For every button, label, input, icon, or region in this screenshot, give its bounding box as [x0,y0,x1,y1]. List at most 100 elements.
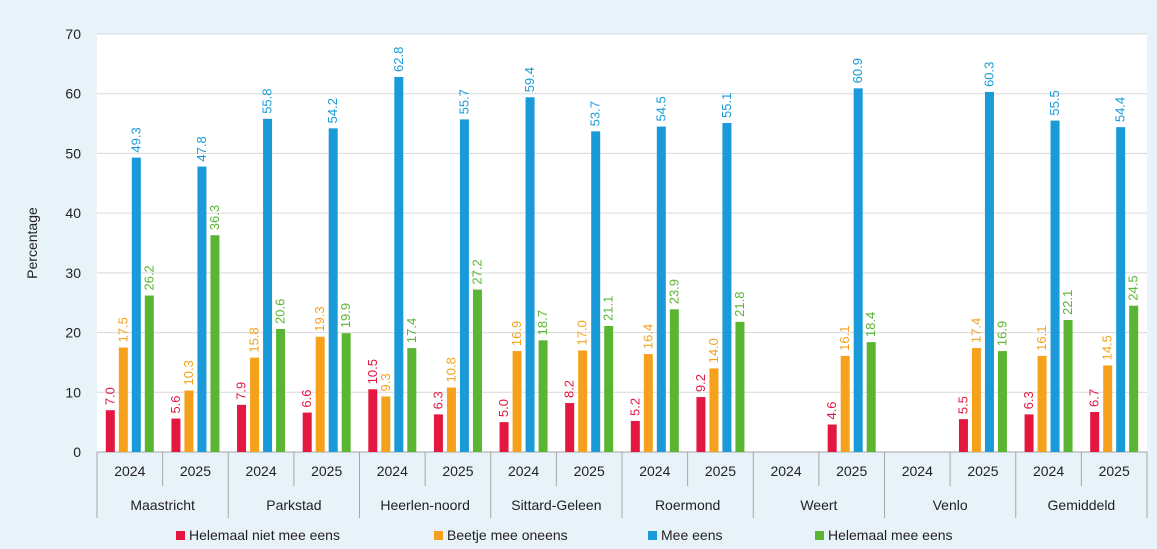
bar [1090,411,1100,452]
bar [118,347,128,452]
data-label: 19.3 [312,306,327,331]
data-label: 5.6 [168,395,183,413]
bar [984,91,994,453]
x-tick-label-year: 2025 [967,463,998,479]
y-tick-label: 0 [73,444,81,460]
data-label: 7.9 [234,382,249,400]
bar [407,348,417,452]
data-label: 59.4 [522,67,537,92]
data-label: 17.4 [968,318,983,343]
bar [394,76,404,452]
data-label: 18.4 [863,312,878,337]
bar [184,390,194,452]
data-label: 16.9 [994,321,1009,346]
bar [433,414,443,452]
x-tick-label-year: 2024 [1033,463,1064,479]
x-tick-label-year: 2024 [639,463,670,479]
data-label: 10.5 [365,359,380,384]
x-tick-label-year: 2024 [508,463,539,479]
data-label: 18.7 [535,310,550,335]
data-label: 9.3 [378,373,393,391]
bar [131,157,141,452]
bar [722,122,732,452]
data-label: 16.1 [1034,326,1049,351]
x-tick-label-group: Venlo [933,497,968,513]
y-tick-label: 50 [65,145,81,161]
x-tick-label-group: Sittard-Geleen [511,497,601,513]
data-label: 4.6 [824,401,839,419]
bar [499,422,509,452]
data-label: 53.7 [588,101,603,126]
x-tick-label-group: Heerlen-noord [380,497,470,513]
y-tick-label: 20 [65,325,81,341]
bar [302,412,312,452]
data-label: 16.1 [837,326,852,351]
data-label: 19.9 [338,303,353,328]
data-label: 8.2 [562,380,577,398]
x-tick-label-group: Parkstad [266,497,321,513]
bar [565,403,575,452]
data-label: 6.3 [430,391,445,409]
bar [1063,320,1073,452]
y-tick-label: 30 [65,265,81,281]
bar [237,404,247,452]
data-label: 17.0 [575,320,590,345]
bar [315,336,325,452]
data-label: 14.5 [1100,335,1115,360]
legend-entry: Helemaal mee eens [828,527,953,543]
data-label: 24.5 [1126,275,1141,300]
bar [459,119,469,453]
data-label: 60.9 [850,58,865,83]
data-label: 21.1 [601,296,616,321]
bar [472,289,482,452]
bar [197,166,207,452]
bar [538,340,548,452]
data-label: 21.8 [732,292,747,317]
data-label: 62.8 [391,47,406,72]
bar [827,424,837,452]
x-tick-label-group: Roermond [655,497,720,513]
legend-swatch [176,531,185,540]
bar [1037,355,1047,452]
x-tick-label-year: 2024 [245,463,276,479]
bar [643,354,653,452]
data-label: 20.6 [273,299,288,324]
data-label: 16.9 [509,321,524,346]
bar [604,326,614,452]
legend-swatch [815,531,824,540]
bar [578,350,588,452]
y-axis-title: Percentage [24,207,40,279]
data-label: 36.3 [207,205,222,230]
bar [696,397,706,452]
bar [341,333,351,452]
bar [853,88,863,452]
data-label: 55.1 [719,93,734,118]
x-tick-label-year: 2025 [442,463,473,479]
legend-entry: Mee eens [661,527,722,543]
bar [263,118,273,453]
y-tick-label: 40 [65,205,81,221]
data-label: 7.0 [102,387,117,405]
bar [1103,365,1113,452]
data-label: 10.3 [181,360,196,385]
data-label: 5.5 [955,396,970,414]
bar [381,396,391,452]
data-label: 60.3 [981,62,996,87]
bar [630,420,640,452]
legend-entry: Beetje mee oneens [447,527,568,543]
data-label: 10.8 [443,357,458,382]
data-label: 27.2 [469,259,484,284]
x-tick-label-year: 2025 [311,463,342,479]
data-label: 5.0 [496,399,511,417]
bar [105,410,115,452]
x-tick-label-year: 2025 [1099,463,1130,479]
bar [512,351,522,452]
bar [276,328,286,452]
x-tick-label-year: 2024 [770,463,801,479]
bar [971,348,981,452]
legend-swatch [434,531,443,540]
data-label: 16.4 [640,324,655,349]
bar [368,389,378,452]
y-tick-label: 60 [65,86,81,102]
